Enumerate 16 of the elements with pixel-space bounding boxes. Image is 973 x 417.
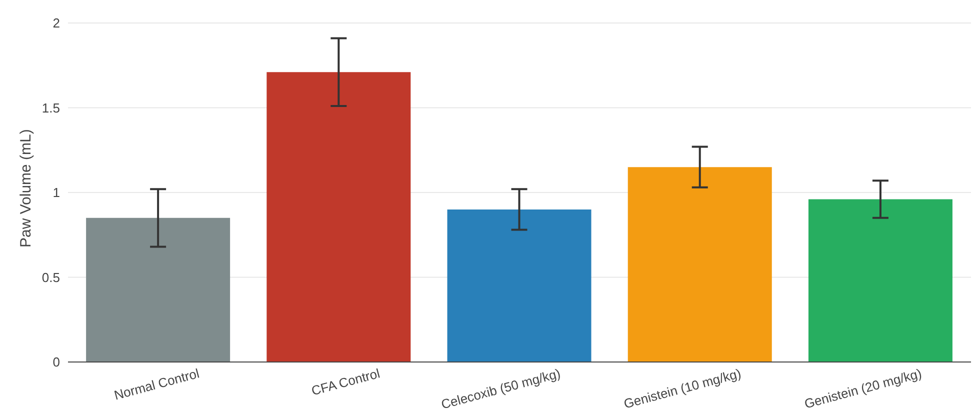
x-tick-label: Celecoxib (50 mg/kg) [439,366,562,412]
bar [628,167,772,362]
y-tick-label: 1.5 [42,100,60,116]
x-tick-label: Genistein (20 mg/kg) [802,366,924,412]
bar [447,209,592,362]
x-tick-label: Normal Control [112,366,201,403]
x-tick-label: CFA Control [310,366,382,398]
bar [86,218,230,362]
y-tick-label: 0.5 [42,270,60,285]
bar [266,72,411,362]
y-tick-label: 0 [52,354,60,370]
bar [808,199,952,362]
y-tick-label: 1 [52,185,60,200]
y-tick-label: 2 [52,16,60,31]
x-tick-label: Genistein (10 mg/kg) [622,366,743,412]
y-axis-title: Paw Volume (mL) [17,129,34,248]
